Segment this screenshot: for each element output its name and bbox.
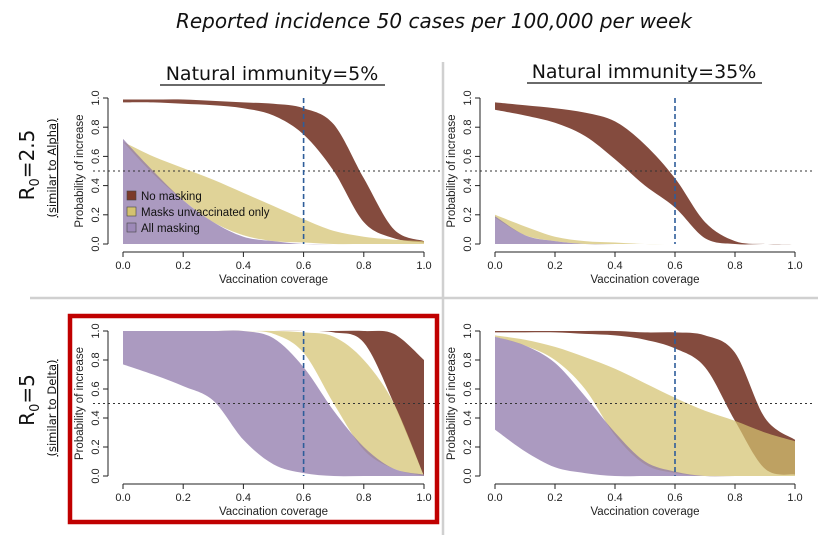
row-label-r0-2.5: R0=2.5	[15, 130, 43, 201]
y-tick-label: 0.8	[462, 352, 474, 367]
y-tick-label: 0.4	[90, 178, 102, 193]
x-tick-label: 0.4	[607, 260, 622, 272]
x-tick-label: 0.6	[296, 260, 311, 272]
y-axis-label: Probability of increase	[446, 347, 458, 460]
x-tick-label: 0.2	[176, 492, 191, 504]
y-axis-label: Probability of increase	[74, 347, 86, 460]
x-tick-label: 0.2	[547, 260, 562, 272]
band-masks-unvaccinated-only	[123, 330, 424, 476]
x-tick-label: 0.0	[487, 492, 502, 504]
band-masks-unvaccinated-only	[495, 335, 795, 477]
x-axis-label: Vaccination coverage	[219, 274, 328, 286]
x-tick-label: 1.0	[416, 260, 431, 272]
panel-natural-immunity-5-r0-5: 0.0 0.2 0.4 0.6 0.8 1.0 Probability of increas…	[74, 323, 442, 518]
y-tick-label: 1.0	[90, 90, 102, 105]
band-all-masking	[495, 216, 795, 245]
figure-title: Reported incidence 50 cases per 100,000 …	[176, 9, 693, 33]
y-tick-label: 0.2	[462, 439, 474, 454]
legend: No masking Masks unvaccinated only All mas…	[126, 190, 270, 235]
band-no-masking	[495, 102, 795, 245]
band-all-masking	[495, 336, 795, 477]
y-tick-label: 0.6	[462, 149, 474, 164]
x-tick-label: 0.2	[176, 260, 191, 272]
y-tick-label: 0.2	[462, 207, 474, 222]
y-tick-label: 0.8	[90, 352, 102, 367]
x-tick-label: 0.4	[607, 492, 622, 504]
y-tick-label: 0.6	[90, 381, 102, 396]
band-no-masking	[495, 330, 795, 475]
row-note-delta: (similar to Delta)	[45, 359, 59, 456]
svg-text:R0=5: R0=5	[15, 374, 43, 426]
y-tick-label: 0.0	[90, 236, 102, 251]
y-tick-label: 0.0	[462, 468, 474, 483]
x-tick-label: 0.8	[727, 260, 742, 272]
y-tick-label: 0.8	[90, 120, 102, 135]
y-tick-label: 1.0	[90, 323, 102, 338]
svg-text:R0=2.5: R0=2.5	[15, 130, 43, 201]
x-tick-label: 0.6	[296, 492, 311, 504]
y-tick-label: 0.8	[462, 120, 474, 135]
x-tick-label: 0.0	[115, 260, 130, 272]
x-tick-label: 1.0	[416, 492, 431, 504]
legend-swatch	[126, 190, 137, 201]
y-tick-label: 0.4	[90, 410, 102, 425]
y-tick-label: 1.0	[462, 90, 474, 105]
x-tick-label: 0.4	[236, 260, 251, 272]
panel-natural-immunity-35-r0-5: 0.0 0.2 0.4 0.6 0.8 1.0 Probability of increas…	[446, 323, 813, 518]
x-axis-label: Vaccination coverage	[219, 506, 328, 518]
x-axis-label: Vaccination coverage	[590, 274, 699, 286]
row-label-r0-5: R0=5	[15, 374, 43, 426]
y-tick-label: 0.4	[462, 410, 474, 425]
svg-text:(similar to Alpha): (similar to Alpha)	[45, 118, 59, 217]
x-tick-label: 0.0	[487, 260, 502, 272]
panel-natural-immunity-35-r0-2.5: 0.0 0.2 0.4 0.6 0.8 1.0 Probability of increas…	[446, 90, 813, 286]
band-all-masking	[123, 138, 424, 245]
x-tick-label: 1.0	[787, 260, 802, 272]
legend-label: No masking	[141, 191, 202, 203]
column-header-natural-immunity-35: Natural immunity=35%	[532, 61, 757, 83]
legend-label: All masking	[141, 223, 200, 235]
panel-natural-immunity-5-r0-2.5: 0.0 0.2 0.4 0.6 0.8 1.0 Probability of increas…	[74, 90, 442, 286]
legend-swatch	[126, 206, 137, 217]
y-tick-label: 0.0	[90, 468, 102, 483]
x-tick-label: 0.6	[667, 260, 682, 272]
highlight-box	[67, 313, 440, 525]
legend-label: Masks unvaccinated only	[141, 207, 270, 219]
y-tick-label: 0.6	[90, 149, 102, 164]
legend-swatch	[126, 222, 137, 233]
y-tick-label: 0.2	[90, 439, 102, 454]
x-tick-label: 0.6	[667, 492, 682, 504]
x-tick-label: 1.0	[787, 492, 802, 504]
y-tick-label: 0.4	[462, 178, 474, 193]
y-axis-label: Probability of increase	[446, 114, 458, 227]
x-tick-label: 0.4	[236, 492, 251, 504]
x-tick-label: 0.8	[356, 492, 371, 504]
y-axis-label: Probability of increase	[74, 114, 86, 227]
band-no-masking	[123, 330, 424, 476]
y-tick-label: 0.6	[462, 381, 474, 396]
band-masks-unvaccinated-only	[123, 141, 424, 245]
column-header-natural-immunity-5: Natural immunity=5%	[166, 63, 379, 85]
chart-panels: 0.0 0.2 0.4 0.6 0.8 1.0 Probability of increas…	[74, 90, 813, 518]
x-axis-label: Vaccination coverage	[590, 506, 699, 518]
row-note-alpha: (similar to Alpha)	[45, 118, 59, 217]
x-tick-label: 0.2	[547, 492, 562, 504]
x-tick-label: 0.0	[115, 492, 130, 504]
y-tick-label: 0.0	[462, 236, 474, 251]
svg-text:(similar to Delta): (similar to Delta)	[45, 359, 59, 456]
x-tick-label: 0.8	[356, 260, 371, 272]
x-tick-label: 0.8	[727, 492, 742, 504]
y-tick-label: 1.0	[462, 323, 474, 338]
y-tick-label: 0.2	[90, 207, 102, 222]
